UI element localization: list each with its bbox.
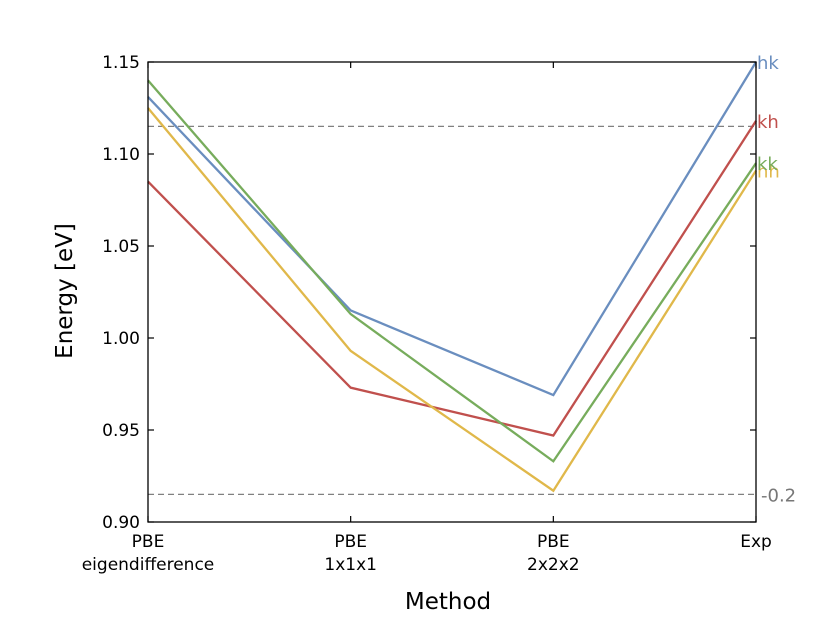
x-tick-label: 1x1x1 bbox=[324, 555, 377, 575]
reference-lines: -0.2 bbox=[148, 125, 796, 506]
y-tick-label: 1.10 bbox=[102, 145, 140, 165]
y-tick-label: 0.95 bbox=[102, 421, 140, 441]
x-tick-label: 2x2x2 bbox=[527, 555, 580, 575]
y-tick-label: 1.15 bbox=[102, 53, 140, 73]
x-tick-label: PBE bbox=[537, 532, 570, 552]
x-tick-label: Exp bbox=[740, 532, 772, 552]
plot-frame bbox=[147, 61, 757, 523]
reference-line-label: -0.2 bbox=[761, 485, 796, 506]
y-tick-label: 1.05 bbox=[102, 237, 140, 257]
series-label-kh: kh bbox=[757, 112, 779, 133]
series-line-kk bbox=[147, 79, 757, 463]
y-axis-title: Energy [eV] bbox=[52, 223, 78, 359]
series-line-kh bbox=[147, 120, 757, 437]
tick-labels: 0.90 0.95 1.00 1.05 1.10 1.15 PBE eigendifferen… bbox=[82, 53, 772, 575]
y-tick-label: 1.00 bbox=[102, 329, 140, 349]
series-label-hh: hh bbox=[757, 162, 780, 183]
x-tick-label: eigendifference bbox=[82, 555, 215, 575]
y-tick-label: 0.90 bbox=[102, 513, 140, 533]
series-line-hh bbox=[147, 107, 757, 493]
axis-ticks bbox=[147, 61, 757, 523]
x-tick-label: PBE bbox=[132, 532, 165, 552]
x-tick-label: PBE bbox=[334, 532, 367, 552]
series-line-hk bbox=[147, 61, 757, 397]
x-axis-title: Method bbox=[405, 589, 491, 615]
series-label-kk: kk bbox=[757, 154, 778, 175]
series-label-hk: hk bbox=[757, 53, 779, 74]
